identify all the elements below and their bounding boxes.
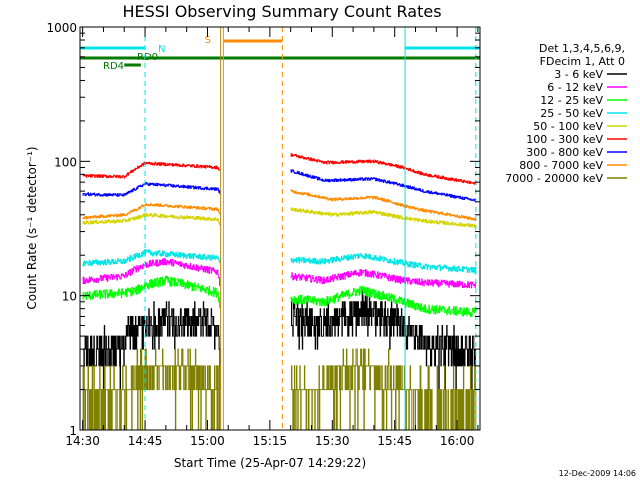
x-axis-label: Start Time (25-Apr-07 14:29:22) xyxy=(174,456,366,470)
legend-label-5: 100 - 300 keV xyxy=(526,133,603,146)
x-tick-label-2: 15:00 xyxy=(190,434,225,448)
series-trace-0-part-0 xyxy=(82,301,221,391)
bar-label-rd4: RD4 xyxy=(103,61,124,72)
y-tick-label-3: 1000 xyxy=(46,21,77,35)
series-trace-4-part-0 xyxy=(82,212,221,226)
legend-header-2: FDecim 1, Att 0 xyxy=(540,55,625,68)
legend-header-1: Det 1,3,4,5,6,9, xyxy=(539,42,625,55)
legend-label-0: 3 - 6 keV xyxy=(554,68,603,81)
bar-label-rd0: RD0 xyxy=(137,52,158,63)
series-trace-6-part-1 xyxy=(290,169,476,202)
x-tick-label-4: 15:30 xyxy=(315,434,350,448)
y-tick-label-1: 10 xyxy=(62,290,77,304)
series-trace-1-part-1 xyxy=(290,269,477,289)
series-trace-2-part-1 xyxy=(290,285,477,317)
chart-title: HESSI Observing Summary Count Rates xyxy=(122,2,441,21)
series-trace-7-part-1 xyxy=(290,189,477,221)
series-trace-5-part-0 xyxy=(82,161,221,179)
series-trace-7-part-0 xyxy=(82,202,221,220)
bar-label-n: N xyxy=(158,44,165,55)
legend-label-4: 50 - 100 keV xyxy=(533,120,603,133)
series-trace-2-part-0 xyxy=(82,275,221,308)
series-trace-6-part-0 xyxy=(82,182,221,197)
legend-label-7: 800 - 7000 keV xyxy=(519,159,603,172)
x-tick-label-0: 14:30 xyxy=(65,434,100,448)
x-tick-label-3: 15:15 xyxy=(253,434,288,448)
x-tick-label-1: 14:45 xyxy=(128,434,163,448)
series-trace-5-part-1 xyxy=(290,153,477,185)
bar-label-s: S xyxy=(205,35,211,46)
x-tick-label-6: 16:00 xyxy=(440,434,475,448)
y-tick-label-2: 100 xyxy=(54,155,77,169)
time-markers xyxy=(144,27,477,430)
series-trace-3-part-1 xyxy=(290,253,477,274)
y-tick-label-0: 1 xyxy=(69,424,77,438)
series-trace-8-part-0 xyxy=(82,348,221,431)
plot-frame xyxy=(79,26,481,431)
legend-label-6: 300 - 800 keV xyxy=(526,146,603,159)
legend-label-8: 7000 - 20000 keV xyxy=(505,172,603,185)
legend-label-1: 6 - 12 keV xyxy=(547,81,603,94)
series-trace-3-part-0 xyxy=(82,249,221,267)
series-trace-4-part-1 xyxy=(290,207,477,228)
series-group xyxy=(82,153,477,431)
y-axis-label: Count Rate (s⁻¹ detector⁻¹) xyxy=(25,146,39,309)
axes: 14:30 14:45 15:00 15:15 15:30 15:45 16:00 1 10 10… xyxy=(46,21,480,448)
series-trace-0-part-1 xyxy=(290,289,476,391)
x-tick-label-5: 15:45 xyxy=(377,434,412,448)
footer-date: 12-Dec-2009 14:06 xyxy=(559,469,636,478)
legend-label-3: 25 - 50 keV xyxy=(540,107,603,120)
series-trace-1-part-0 xyxy=(82,257,221,286)
legend-label-2: 12 - 25 keV xyxy=(540,94,603,107)
